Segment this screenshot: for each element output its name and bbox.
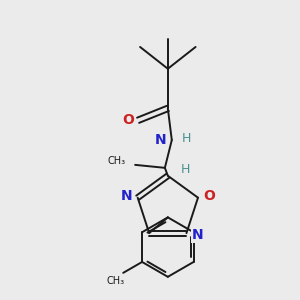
Text: N: N	[192, 228, 203, 242]
Text: N: N	[121, 189, 133, 203]
Text: CH₃: CH₃	[107, 156, 125, 166]
Text: N: N	[155, 133, 167, 147]
Text: O: O	[122, 113, 134, 127]
Text: O: O	[203, 189, 215, 203]
Text: H: H	[181, 163, 190, 176]
Text: CH₃: CH₃	[106, 276, 124, 286]
Text: H: H	[182, 132, 191, 145]
